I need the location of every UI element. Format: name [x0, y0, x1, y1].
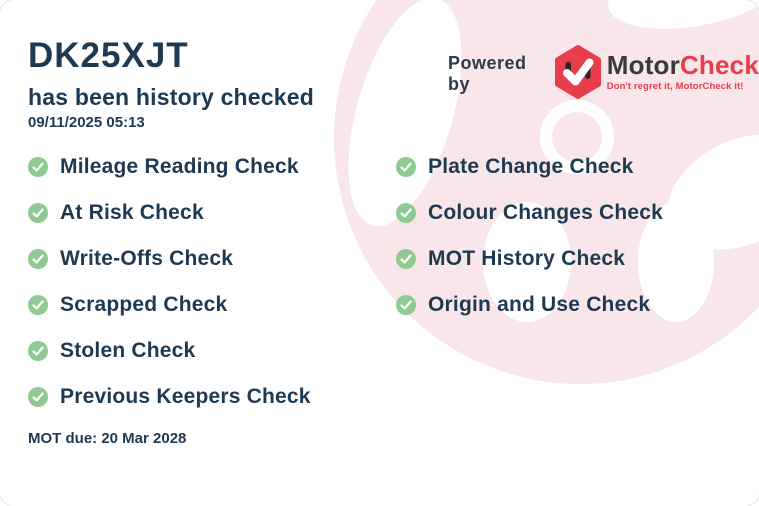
check-item-label: Write-Offs Check	[60, 247, 234, 270]
check-item-label: At Risk Check	[60, 201, 204, 224]
motorcheck-logo: MotorCheck Don't regret it, MotorCheck i…	[553, 45, 759, 99]
check-item-label: Previous Keepers Check	[60, 385, 311, 408]
brand-name-motor: Motor	[606, 50, 680, 80]
check-circle-icon	[28, 295, 48, 315]
checklist-right-column: Plate Change Check Colour Changes Check …	[396, 144, 663, 328]
vehicle-registration: DK25XJT	[28, 36, 189, 75]
checklist-left-column: Mileage Reading Check At Risk Check Writ…	[28, 144, 311, 420]
check-circle-icon	[28, 341, 48, 361]
brand-name-check: Check	[679, 50, 759, 80]
check-circle-icon	[396, 157, 416, 177]
check-circle-icon	[396, 295, 416, 315]
check-circle-icon	[396, 203, 416, 223]
check-item: At Risk Check	[28, 190, 311, 236]
check-item-label: Origin and Use Check	[428, 293, 651, 316]
check-item-label: Stolen Check	[60, 339, 196, 362]
check-circle-icon	[28, 203, 48, 223]
mot-due-text: MOT due: 20 Mar 2028	[28, 430, 187, 447]
check-circle-icon	[28, 157, 48, 177]
check-circle-icon	[28, 249, 48, 269]
check-circle-icon	[28, 387, 48, 407]
check-item-label: Scrapped Check	[60, 293, 228, 316]
brand-name: MotorCheck	[607, 52, 759, 78]
check-item: Previous Keepers Check	[28, 374, 311, 420]
check-item: Write-Offs Check	[28, 236, 311, 282]
powered-by-block: Powered by MotorCheck Don't regret it, M…	[448, 44, 759, 100]
check-item-label: Mileage Reading Check	[60, 155, 299, 178]
check-item: MOT History Check	[396, 236, 663, 282]
check-item-label: Plate Change Check	[428, 155, 634, 178]
check-item: Colour Changes Check	[396, 190, 663, 236]
check-timestamp: 09/11/2025 05:13	[28, 114, 145, 131]
powered-by-label: Powered by	[448, 53, 527, 94]
check-item: Mileage Reading Check	[28, 144, 311, 190]
check-item: Origin and Use Check	[396, 282, 663, 328]
check-item: Plate Change Check	[396, 144, 663, 190]
brand-text: MotorCheck Don't regret it, MotorCheck i…	[607, 52, 759, 92]
check-item: Stolen Check	[28, 328, 311, 374]
page-subtitle: has been history checked	[28, 84, 315, 110]
check-item-label: Colour Changes Check	[428, 201, 664, 224]
brand-tagline: Don't regret it, MotorCheck it!	[606, 81, 744, 92]
check-circle-icon	[396, 249, 416, 269]
check-item-label: MOT History Check	[428, 247, 626, 270]
motorcheck-hexagon-icon	[554, 45, 601, 99]
check-item: Scrapped Check	[28, 282, 311, 328]
